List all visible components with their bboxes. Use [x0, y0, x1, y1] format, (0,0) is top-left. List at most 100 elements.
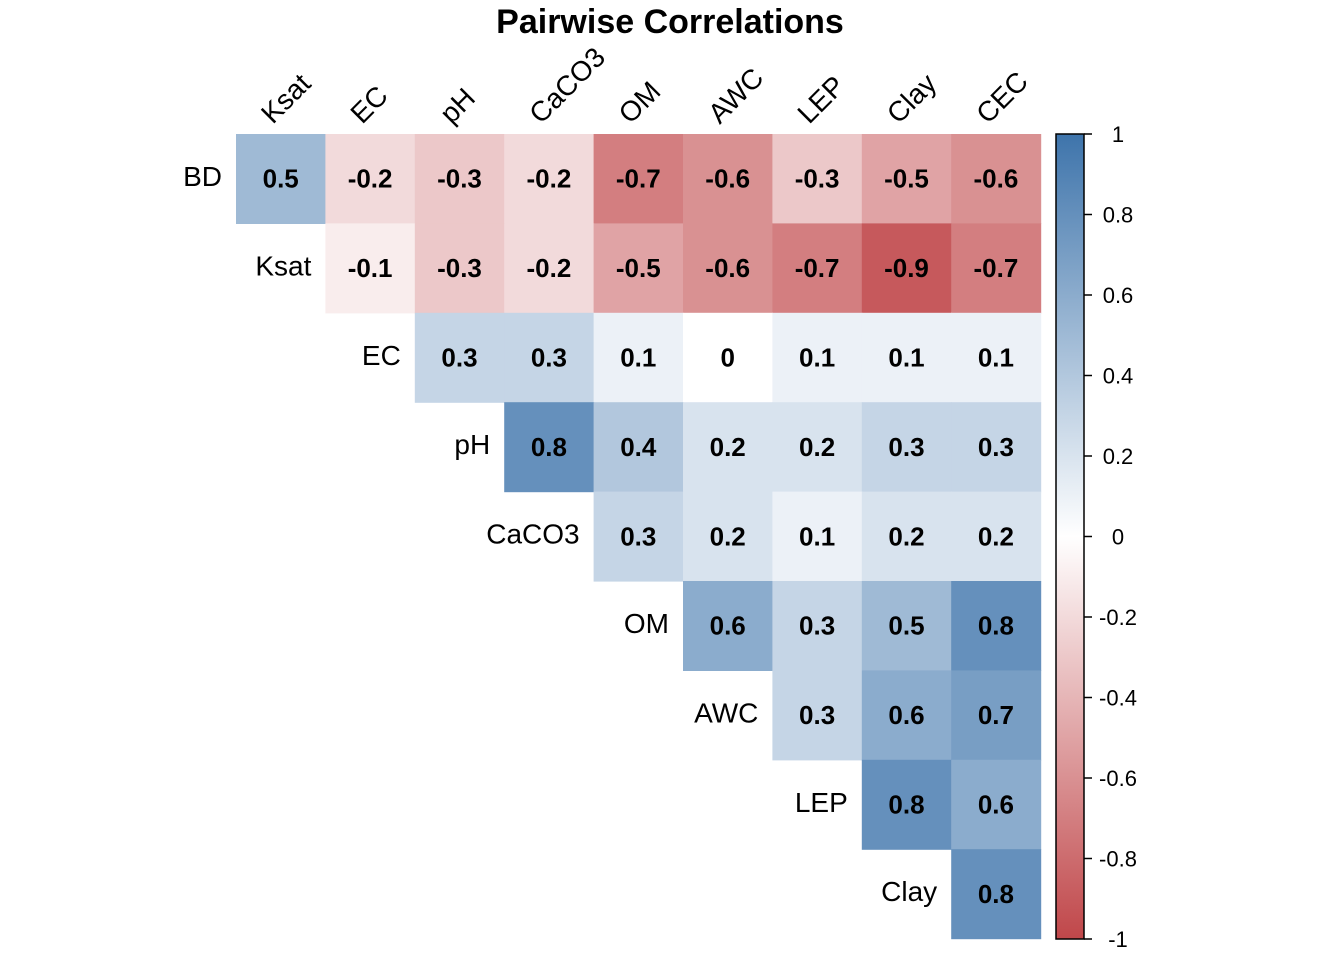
row-label-Clay: Clay — [881, 876, 937, 907]
cell-value-label: 0.5 — [888, 611, 924, 641]
cell-pH-AWC — [683, 402, 773, 493]
row-label-AWC: AWC — [694, 697, 758, 728]
cell-EC-OM — [593, 312, 684, 403]
cell-OM-LEP — [772, 581, 863, 671]
cell-value-label: 0.1 — [799, 521, 835, 551]
cell-Clay-CEC — [951, 849, 1042, 940]
cell-value-label: -0.6 — [973, 164, 1018, 194]
cell-Ksat-OM — [593, 223, 684, 314]
cell-value-label: -0.7 — [795, 253, 840, 283]
colorbar-tick-label: -1 — [1108, 927, 1128, 952]
cell-Ksat-pH — [414, 223, 505, 314]
cell-value-label: 0.3 — [620, 521, 656, 551]
cell-value-label: -0.3 — [437, 164, 482, 194]
colorbar-tick-label: 0.8 — [1103, 203, 1134, 228]
cell-value-label: 0.2 — [710, 432, 746, 462]
cell-value-label: 0 — [720, 343, 734, 373]
cell-pH-OM — [593, 402, 684, 493]
cell-EC-pH — [414, 312, 505, 403]
cell-value-label: -0.2 — [526, 164, 571, 194]
colorbar-tick-label: 0.4 — [1103, 364, 1134, 389]
row-label-LEP: LEP — [795, 787, 848, 818]
cell-LEP-CEC — [951, 759, 1042, 850]
cell-CaCO3-AWC — [683, 491, 773, 582]
cell-BD-CaCO3 — [504, 134, 595, 224]
cell-value-label: 0.2 — [888, 521, 924, 551]
cell-EC-LEP — [772, 312, 863, 403]
cell-pH-LEP — [772, 402, 863, 493]
cell-BD-LEP — [772, 134, 863, 224]
cell-value-label: 0.3 — [799, 700, 835, 730]
cell-BD-OM — [593, 134, 684, 224]
cell-value-label: 0.8 — [978, 879, 1014, 909]
cell-AWC-LEP — [772, 670, 863, 761]
column-label-EC: EC — [344, 80, 393, 129]
cell-value-label: 0.7 — [978, 700, 1014, 730]
heatmap-cells: 0.5 -0.2 -0.3 -0.2 -0.7 -0.6 -0.3 -0.5 -0.6 -0.1 -… — [236, 134, 1042, 940]
cell-Ksat-EC — [325, 223, 416, 314]
cell-pH-Clay — [861, 402, 952, 493]
row-labels: BD Ksat EC pH CaCO3 OM AWC LEP Clay — [183, 161, 937, 907]
cell-value-label: 0.2 — [978, 521, 1014, 551]
cell-Ksat-AWC — [683, 223, 773, 314]
cell-value-label: -0.3 — [795, 164, 840, 194]
row-label-CaCO3: CaCO3 — [486, 519, 579, 550]
cell-pH-CaCO3 — [504, 402, 595, 493]
cell-BD-AWC — [683, 134, 773, 224]
row-label-Ksat: Ksat — [255, 250, 311, 281]
colorbar-tick-label: 1 — [1112, 122, 1124, 147]
column-labels: Ksat EC pH CaCO3 OM AWC LEP Clay CEC — [255, 41, 1034, 129]
cell-value-label: 0.3 — [888, 432, 924, 462]
cell-value-label: 0.1 — [799, 343, 835, 373]
cell-value-label: -0.7 — [973, 253, 1018, 283]
cell-value-label: -0.9 — [884, 253, 929, 283]
colorbar-tick-label: 0 — [1112, 525, 1124, 550]
cell-value-label: -0.1 — [348, 253, 393, 283]
cell-value-label: 0.1 — [620, 343, 656, 373]
cell-CaCO3-OM — [593, 491, 684, 582]
colorbar-tick-label: -0.2 — [1099, 605, 1137, 630]
cell-EC-AWC — [683, 312, 773, 403]
column-label-CEC: CEC — [970, 66, 1034, 130]
column-label-OM: OM — [613, 75, 667, 129]
cell-OM-Clay — [861, 581, 952, 671]
cell-AWC-Clay — [861, 670, 952, 761]
cell-value-label: -0.2 — [526, 253, 571, 283]
column-label-Ksat: Ksat — [255, 68, 317, 130]
cell-value-label: 0.2 — [799, 432, 835, 462]
cell-Ksat-CEC — [951, 223, 1042, 314]
cell-value-label: 0.6 — [888, 700, 924, 730]
cell-value-label: -0.2 — [348, 164, 393, 194]
cell-OM-CEC — [951, 581, 1042, 671]
colorbar-gradient — [1055, 133, 1085, 940]
cell-CaCO3-Clay — [861, 491, 952, 582]
cell-CaCO3-CEC — [951, 491, 1042, 582]
cell-value-label: 0.6 — [978, 790, 1014, 820]
cell-BD-Ksat — [236, 134, 326, 224]
colorbar-tick-label: -0.6 — [1099, 766, 1137, 791]
row-label-BD: BD — [183, 161, 222, 192]
cell-value-label: -0.5 — [616, 253, 661, 283]
cell-EC-Clay — [861, 312, 952, 403]
colorbar-ticks: 1 0.8 0.6 0.4 0.2 0 -0.2 -0.4 -0.6 -0.8 -1 — [1084, 122, 1137, 952]
cell-LEP-Clay — [861, 759, 952, 850]
cell-value-label: 0.4 — [620, 432, 657, 462]
column-label-AWC: AWC — [702, 62, 769, 129]
cell-value-label: 0.1 — [978, 343, 1014, 373]
cell-CaCO3-LEP — [772, 491, 863, 582]
cell-BD-EC — [325, 134, 416, 224]
cell-value-label: -0.5 — [884, 164, 929, 194]
cell-EC-CEC — [951, 312, 1042, 403]
cell-value-label: -0.3 — [437, 253, 482, 283]
cell-value-label: 0.3 — [441, 343, 477, 373]
colorbar-tick-label: 0.6 — [1103, 283, 1134, 308]
cell-OM-AWC — [683, 581, 773, 671]
colorbar-tick-label: -0.4 — [1099, 686, 1137, 711]
cell-value-label: 0.5 — [263, 164, 299, 194]
column-label-CaCO3: CaCO3 — [523, 41, 611, 129]
colorbar-tick-label: 0.2 — [1103, 444, 1134, 469]
cell-value-label: -0.7 — [616, 164, 661, 194]
colorbar: 1 0.8 0.6 0.4 0.2 0 -0.2 -0.4 -0.6 -0.8 -1 — [1055, 122, 1137, 952]
column-label-pH: pH — [434, 82, 481, 129]
cell-BD-CEC — [951, 134, 1042, 224]
